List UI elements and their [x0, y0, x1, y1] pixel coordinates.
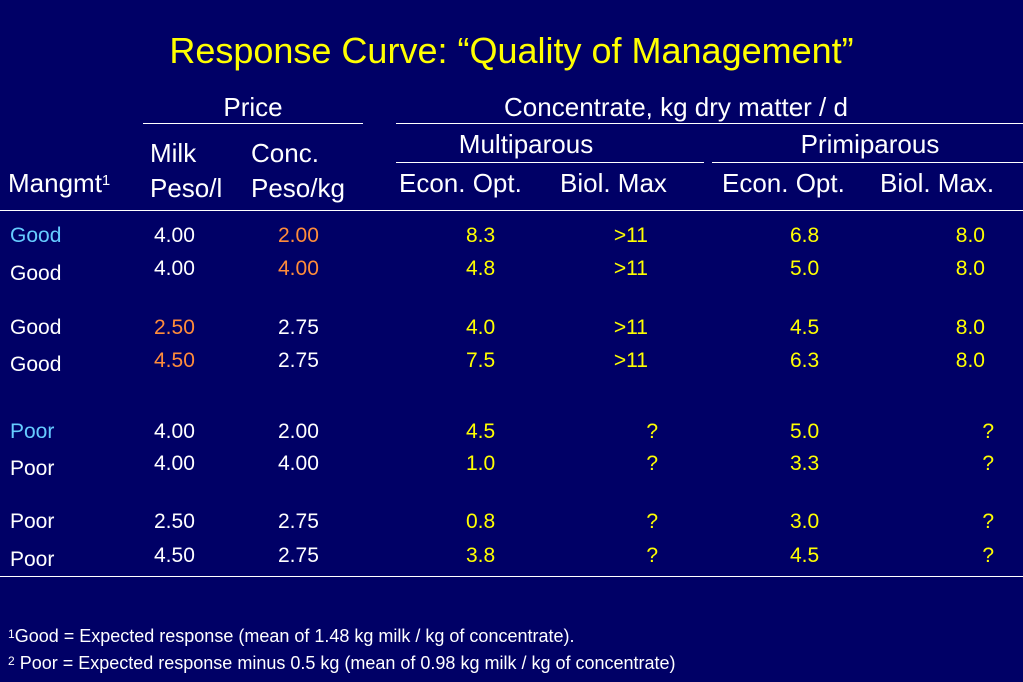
mgmt-cell: Poor	[10, 510, 55, 533]
footnote-2: 2 Poor = Expected response minus 0.5 kg …	[8, 652, 676, 674]
footnote-1: 1Good = Expected response (mean of 1.48 …	[8, 625, 575, 647]
milk-price-cell: 4.00	[154, 257, 195, 280]
milk-price-cell: 2.50	[154, 316, 195, 339]
mgmt-cell: Good	[10, 224, 62, 247]
conc-header-line1: Conc.	[251, 138, 319, 168]
conc-price-cell: 2.00	[278, 420, 319, 443]
mgmt-cell: Poor	[10, 420, 55, 443]
price-underline	[143, 123, 363, 124]
primiparous-econ-cell: 5.0	[790, 420, 820, 443]
multiparous-econ-cell: 7.5	[466, 349, 496, 372]
multiparous-biol-cell: ?	[646, 452, 658, 475]
milk-price-cell: 4.00	[154, 452, 195, 475]
primiparous-biol-cell: ?	[982, 452, 994, 475]
primiparous-header: Primiparous	[800, 129, 940, 159]
milk-price-cell: 2.50	[154, 510, 195, 533]
primiparous-econ-cell: 3.3	[790, 452, 820, 475]
multiparous-biol-cell: >11	[613, 316, 648, 339]
header-rule	[0, 210, 1023, 211]
multiparous-econ-cell: 8.3	[466, 224, 496, 247]
multiparous-biol-cell: ?	[646, 510, 658, 533]
multiparous-biol-cell: ?	[646, 544, 658, 567]
conc-price-cell: 2.75	[278, 316, 319, 339]
mgmt-cell: Good	[10, 262, 62, 285]
price-header: Price	[223, 92, 283, 122]
milk-price-cell: 4.00	[154, 224, 195, 247]
milk-price-cell: 4.50	[154, 349, 195, 372]
footnote-2-marker: 2	[8, 654, 15, 668]
multiparous-biol-cell: >11	[613, 349, 648, 372]
multiparous-biol-cell: >11	[613, 224, 648, 247]
footnote-1-marker: 1	[8, 627, 15, 641]
conc-header-line2: Peso/kg	[251, 173, 345, 203]
primiparous-econ-cell: 3.0	[790, 510, 820, 533]
conc-price-cell: 2.00	[278, 224, 319, 247]
primiparous-econ-cell: 5.0	[790, 257, 820, 280]
mgmt-cell: Good	[10, 353, 62, 376]
multiparous-biol-cell: ?	[646, 420, 658, 443]
econ-opt-primiparous-header: Econ. Opt.	[722, 168, 845, 198]
multiparous-underline	[396, 162, 704, 163]
primiparous-biol-cell: 8.0	[955, 316, 985, 339]
primiparous-econ-cell: 4.5	[790, 544, 820, 567]
conc-price-cell: 4.00	[278, 452, 319, 475]
mangmt-footnote-ref: 1	[101, 172, 111, 189]
multiparous-header: Multiparous	[458, 129, 594, 159]
primiparous-biol-cell: 8.0	[955, 257, 985, 280]
primiparous-biol-cell: 8.0	[955, 224, 985, 247]
primiparous-econ-cell: 6.8	[790, 224, 820, 247]
milk-header-line1: Milk	[150, 138, 197, 168]
multiparous-econ-cell: 4.0	[466, 316, 496, 339]
biol-max-primiparous-header: Biol. Max.	[880, 168, 995, 198]
table-bottom-rule	[0, 576, 1023, 577]
primiparous-biol-cell: ?	[982, 420, 994, 443]
primiparous-econ-cell: 6.3	[790, 349, 820, 372]
footnote-1-text: Good = Expected response (mean of 1.48 k…	[14, 626, 575, 646]
footnote-2-text: Poor = Expected response minus 0.5 kg (m…	[14, 653, 676, 673]
multiparous-econ-cell: 0.8	[466, 510, 496, 533]
milk-price-cell: 4.00	[154, 420, 195, 443]
econ-opt-multiparous-header: Econ. Opt.	[399, 168, 522, 198]
primiparous-biol-cell: ?	[982, 544, 994, 567]
multiparous-econ-cell: 4.8	[466, 257, 496, 280]
primiparous-biol-cell: ?	[982, 510, 994, 533]
conc-price-cell: 2.75	[278, 510, 319, 533]
biol-max-multiparous-header: Biol. Max	[560, 168, 667, 198]
conc-price-cell: 2.75	[278, 544, 319, 567]
conc-price-cell: 4.00	[278, 257, 319, 280]
primiparous-econ-cell: 4.5	[790, 316, 820, 339]
mgmt-cell: Poor	[10, 457, 55, 480]
mgmt-cell: Good	[10, 316, 62, 339]
primiparous-underline	[712, 162, 1023, 163]
multiparous-econ-cell: 4.5	[466, 420, 496, 443]
milk-header-line2: Peso/l	[150, 173, 223, 203]
mgmt-cell: Poor	[10, 548, 55, 571]
milk-price-cell: 4.50	[154, 544, 195, 567]
conc-price-cell: 2.75	[278, 349, 319, 372]
primiparous-biol-cell: 8.0	[955, 349, 985, 372]
mangmt-header: Mangmt1	[8, 168, 111, 198]
concentrate-header: Concentrate, kg dry matter / d	[504, 92, 848, 122]
multiparous-econ-cell: 3.8	[466, 544, 496, 567]
slide-title: Response Curve: “Quality of Management”	[169, 30, 854, 71]
concentrate-underline	[396, 123, 1023, 124]
multiparous-biol-cell: >11	[613, 257, 648, 280]
multiparous-econ-cell: 1.0	[466, 452, 496, 475]
